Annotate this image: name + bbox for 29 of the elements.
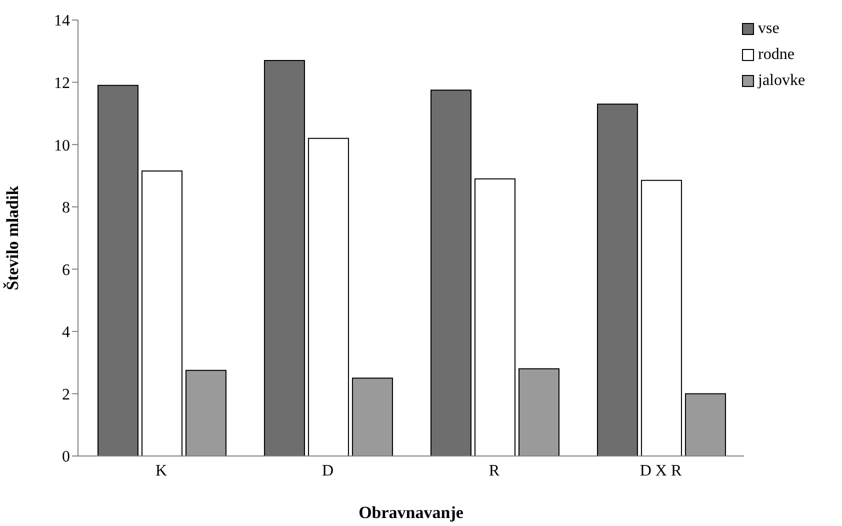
bar	[185, 370, 226, 456]
bar	[141, 170, 182, 456]
bar	[596, 104, 638, 456]
bar	[518, 368, 560, 456]
y-tick-label: 10	[54, 137, 70, 154]
y-axis-title: Število mladik	[3, 185, 22, 290]
x-axis-title: Obravnavanje	[358, 503, 464, 522]
bar	[684, 393, 726, 456]
y-tick-label: 4	[62, 324, 70, 342]
bar	[308, 138, 349, 456]
legend-label: rodne	[758, 46, 794, 64]
x-tick-label: R	[488, 462, 500, 480]
x-tick-label: K	[155, 462, 168, 480]
legend-label: jalovke	[758, 72, 806, 90]
bar	[474, 178, 516, 456]
y-tick-label: 14	[54, 12, 70, 30]
bar	[640, 180, 682, 456]
bar	[97, 84, 138, 456]
y-tick-label: 8	[62, 200, 70, 217]
x-tick-label: D X R	[640, 462, 682, 480]
y-tick-label: 2	[62, 386, 70, 404]
y-tick-label: 6	[62, 262, 70, 279]
legend-label: vse	[758, 20, 780, 38]
bar	[352, 378, 393, 456]
bar	[264, 60, 305, 456]
bar	[430, 90, 472, 456]
y-tick-label: 0	[62, 448, 70, 466]
x-tick-label: D	[322, 462, 334, 480]
y-tick-label: 12	[54, 74, 70, 92]
